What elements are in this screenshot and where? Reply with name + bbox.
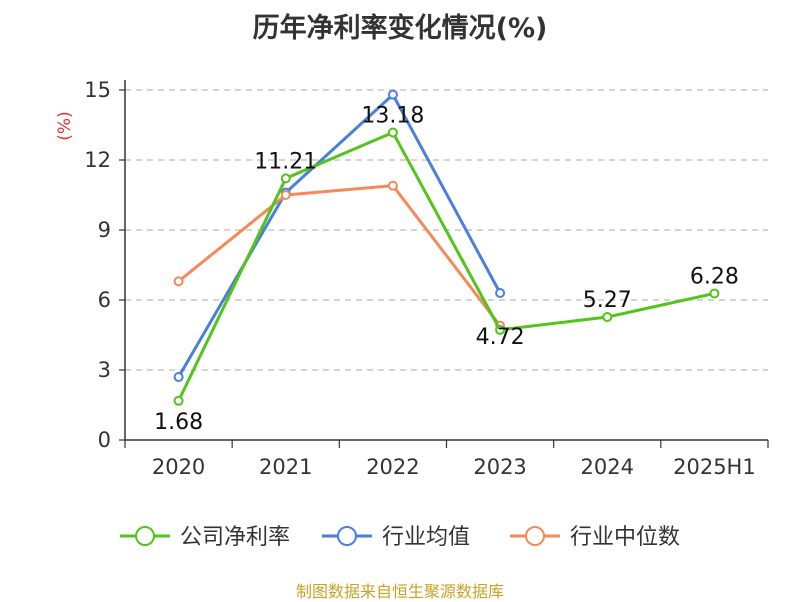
data-point[interactable]	[387, 89, 398, 100]
x-tick-label: 2021	[259, 455, 312, 479]
data-point[interactable]	[173, 276, 184, 287]
data-point[interactable]	[280, 173, 291, 184]
data-label: 6.28	[690, 264, 739, 289]
data-label: 1.68	[154, 410, 203, 435]
data-label: 4.72	[476, 325, 525, 350]
data-label: 5.27	[583, 288, 632, 313]
data-label: 11.21	[254, 149, 317, 174]
chart-title: 历年净利率变化情况(%)	[252, 13, 548, 44]
data-point[interactable]	[495, 288, 506, 298]
data-source-note: 制图数据来自恒生聚源数据库	[295, 582, 504, 601]
y-tick-label: 3	[98, 358, 111, 382]
x-tick-label: 2023	[473, 455, 526, 479]
data-point[interactable]	[387, 127, 398, 138]
legend-marker[interactable]	[135, 526, 155, 546]
data-point[interactable]	[387, 180, 398, 191]
x-tick-label: 2020	[152, 455, 205, 479]
data-label: 13.18	[361, 103, 424, 128]
y-tick-label: 12	[84, 148, 111, 172]
series-line	[177, 130, 715, 402]
y-tick-label: 15	[84, 78, 111, 102]
legend-label[interactable]: 公司净利率	[180, 525, 290, 550]
data-point[interactable]	[602, 312, 613, 323]
y-tick-label: 9	[98, 218, 111, 242]
y-tick-label: 0	[98, 428, 111, 452]
data-point[interactable]	[709, 288, 720, 299]
data-point[interactable]	[173, 395, 184, 406]
legend-label[interactable]: 行业均值	[382, 525, 470, 550]
legend-marker[interactable]	[525, 526, 545, 546]
legend-marker[interactable]	[337, 526, 357, 546]
legend-label[interactable]: 行业中位数	[570, 525, 680, 550]
series-line	[177, 184, 502, 327]
y-axis-label: (%)	[55, 111, 75, 140]
data-point[interactable]	[280, 190, 291, 200]
data-point[interactable]	[495, 324, 506, 335]
x-tick-label: 2022	[366, 455, 419, 479]
y-tick-label: 6	[98, 288, 111, 312]
x-tick-label: 2024	[581, 455, 634, 479]
data-point[interactable]	[173, 372, 184, 382]
x-tick-label: 2025H1	[673, 455, 756, 479]
series-line	[177, 93, 502, 378]
